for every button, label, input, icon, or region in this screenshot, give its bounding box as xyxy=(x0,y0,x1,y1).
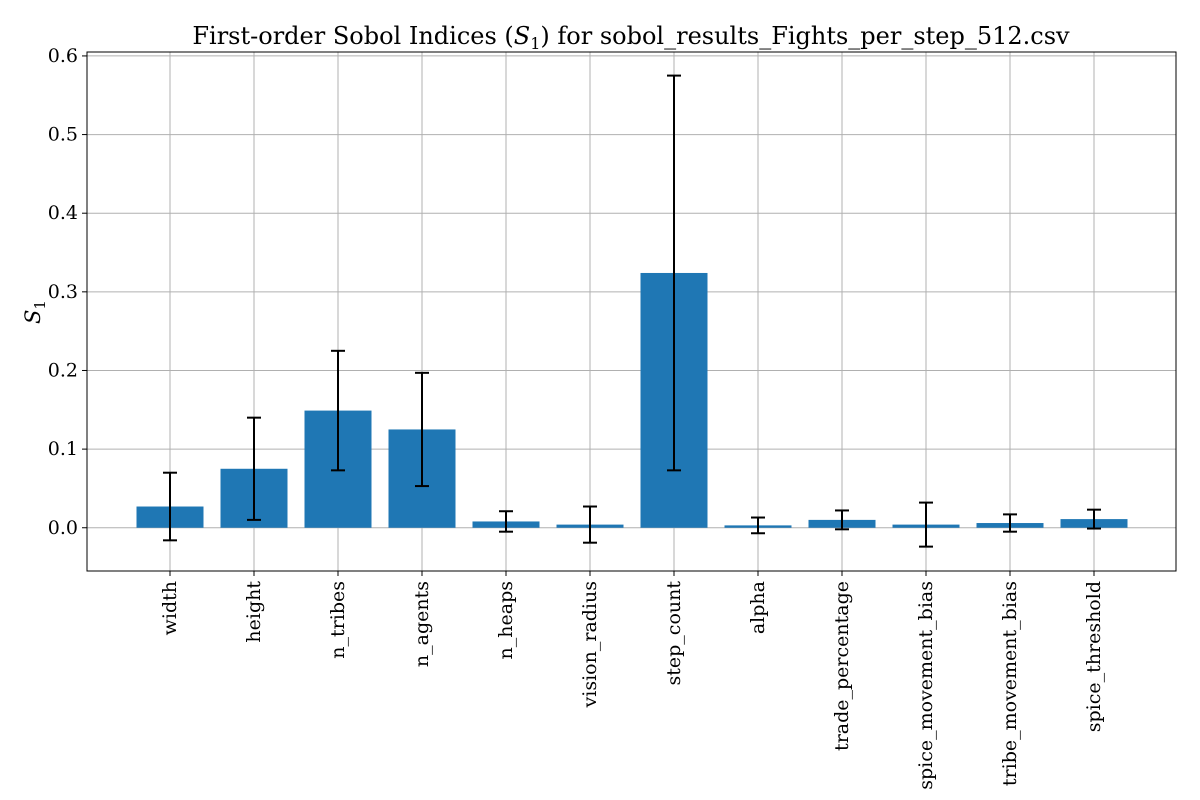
x-ticks: width height n_tribes n_agents n_heaps vision… xyxy=(159,571,1105,790)
x-tick-label-alpha: alpha xyxy=(747,581,769,634)
x-tick-label-tribe_movement_bias: tribe_movement_bias xyxy=(999,581,1021,786)
error-bar-layer xyxy=(163,74,1101,548)
error-bar-n_tribes xyxy=(331,349,345,472)
x-tick-label-width: width xyxy=(159,581,181,635)
error-bar-tribe_movement_bias xyxy=(1003,513,1017,533)
x-tick-label-spice_threshold: spice_threshold xyxy=(1083,581,1105,732)
chart-title: First-order Sobol Indices (S1) for sobol… xyxy=(192,22,1070,53)
y-tick-label: 0.2 xyxy=(48,359,78,381)
x-tick-label-spice_movement_bias: spice_movement_bias xyxy=(915,581,937,790)
x-tick-label-n_heaps: n_heaps xyxy=(495,581,517,659)
error-bar-height xyxy=(247,416,261,521)
x-tick-label-n_agents: n_agents xyxy=(411,581,433,667)
x-tick-label-height: height xyxy=(243,581,265,643)
error-bar-n_heaps xyxy=(499,510,513,533)
y-ticks: 0.0 0.1 0.2 0.3 0.4 0.5 0.6 xyxy=(48,45,87,539)
error-bar-step_count xyxy=(667,74,681,472)
error-bar-spice_threshold xyxy=(1087,508,1101,530)
error-bar-spice_movement_bias xyxy=(919,501,933,548)
error-bar-n_agents xyxy=(415,371,429,488)
y-tick-label: 0.5 xyxy=(48,124,78,146)
error-bar-width xyxy=(163,471,177,542)
y-tick-label: 0.0 xyxy=(48,517,78,539)
x-tick-label-n_tribes: n_tribes xyxy=(327,581,349,659)
error-bar-trade_percentage xyxy=(835,509,849,531)
y-tick-label: 0.1 xyxy=(48,438,78,460)
y-axis-label: S1 xyxy=(21,300,49,324)
plot-frame xyxy=(86,51,1177,572)
error-bar-vision_radius xyxy=(583,505,597,544)
y-tick-label: 0.6 xyxy=(48,45,78,67)
y-tick-label: 0.3 xyxy=(48,281,78,303)
x-tick-label-step_count: step_count xyxy=(663,581,685,686)
bar-layer xyxy=(136,272,1128,528)
error-bar-alpha xyxy=(751,516,765,535)
x-tick-label-vision_radius: vision_radius xyxy=(579,581,601,708)
x-tick-label-trade_percentage: trade_percentage xyxy=(831,581,853,751)
y-tick-label: 0.4 xyxy=(48,202,78,224)
